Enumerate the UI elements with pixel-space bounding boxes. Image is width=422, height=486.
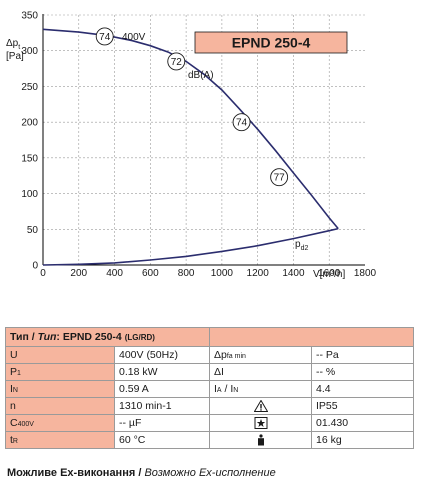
db-marker: 72 xyxy=(167,52,186,71)
header-model: EPND 250-4 xyxy=(62,331,122,343)
spec-row: tR 60 °C 16 kg xyxy=(5,431,414,449)
series-line-pd2 xyxy=(42,227,339,266)
spec-header-row: Тип / Тип: EPND 250-4 (LG/RD) xyxy=(5,327,414,347)
spec-table: Тип / Тип: EPND 250-4 (LG/RD) U 400V (50… xyxy=(5,327,414,449)
db-marker: 74 xyxy=(95,27,114,46)
spec-header-cell: Тип / Тип: EPND 250-4 (LG/RD) xyxy=(5,327,210,347)
db-marker-label: 77 xyxy=(274,173,286,184)
spec-row: U 400V (50Hz) Δpfa min -- Pa xyxy=(5,346,414,364)
db-marker: 77 xyxy=(270,168,289,187)
chart-ticks: 0 200 400 600 800 1000 1200 1400 1600 1800 0 50 100 1… xyxy=(21,11,376,280)
header-type-label: Тип / Тип: xyxy=(10,331,63,343)
value-speed: 1310 min-1 xyxy=(114,397,210,415)
db-marker-circle xyxy=(232,113,251,132)
y-tick-label: 50 xyxy=(27,225,39,236)
db-marker-circle xyxy=(95,27,114,46)
spec-row: P1 0.18 kW ΔI -- % xyxy=(5,363,414,381)
x-tick-label: 0 xyxy=(40,268,46,279)
param-n: n xyxy=(5,397,115,415)
value-wiring: 01.430 xyxy=(311,414,414,432)
chart-annotations: 74 72 74 77 xyxy=(95,27,289,187)
param-c400v: C400V xyxy=(5,414,115,432)
value-current: 0.59 A xyxy=(114,380,210,398)
value-ip: IP55 xyxy=(311,397,414,415)
x-tick-label: 1600 xyxy=(318,268,341,279)
spec-header-empty xyxy=(209,327,414,347)
y-tick-label: 100 xyxy=(21,189,38,200)
x-tick-label: 1400 xyxy=(282,268,305,279)
x-tick-label: 1000 xyxy=(211,268,234,279)
ex-version-note: Можливе Ех-виконання / Возможно Ех-испол… xyxy=(7,467,276,479)
value-power: 0.18 kW xyxy=(114,363,210,381)
header-suffix: (LG/RD) xyxy=(124,333,155,342)
chart-title-box xyxy=(194,31,348,54)
param-di: ΔI xyxy=(209,363,312,381)
weight-icon xyxy=(209,431,312,449)
x-tick-label: 1200 xyxy=(247,268,270,279)
series-line-400v xyxy=(42,28,339,230)
star-box-icon xyxy=(209,414,312,432)
db-marker-circle xyxy=(270,168,289,187)
value-temperature: 60 °C xyxy=(114,431,210,449)
spec-row: C400V -- µF 01.430 xyxy=(5,414,414,432)
param-in: IN xyxy=(5,380,115,398)
value-capacitor: -- µF xyxy=(114,414,210,432)
chart-series xyxy=(42,28,339,266)
y-tick-label: 250 xyxy=(21,82,38,93)
spec-row: n 1310 min-1 IP55 xyxy=(5,397,414,415)
spec-row: IN 0.59 A IA / IN 4.4 xyxy=(5,380,414,398)
performance-chart: 0 200 400 600 800 1000 1200 1400 1600 1800 0 50 100 1… xyxy=(6,11,377,281)
db-marker-label: 74 xyxy=(236,118,248,129)
value-weight: 16 kg xyxy=(311,431,414,449)
db-marker-label: 72 xyxy=(171,57,183,68)
param-dp: Δpfa min xyxy=(209,346,312,364)
y-tick-label: 200 xyxy=(21,118,38,129)
param-p1: P1 xyxy=(5,363,115,381)
db-marker-circle xyxy=(167,52,186,71)
value-di: -- % xyxy=(311,363,414,381)
param-ia-in: IA / IN xyxy=(209,380,312,398)
db-marker-label: 74 xyxy=(99,32,111,43)
db-label: dB(A) xyxy=(188,70,214,81)
y-tick-label: 0 xyxy=(32,261,38,272)
y-tick-label: 300 xyxy=(21,46,38,57)
x-tick-label: 200 xyxy=(70,268,87,279)
x-tick-label: 600 xyxy=(142,268,159,279)
pd2-label: pd2 xyxy=(295,239,308,252)
warning-triangle-icon xyxy=(209,397,312,415)
x-tick-label: 1800 xyxy=(354,268,377,279)
y-axis-label: Δpt xyxy=(6,38,20,51)
param-tr: tR xyxy=(5,431,115,449)
value-voltage: 400V (50Hz) xyxy=(114,346,210,364)
y-tick-label: 150 xyxy=(21,153,38,164)
curve-label-400v: 400V xyxy=(122,32,146,43)
x-tick-label: 400 xyxy=(106,268,123,279)
chart-title: EPND 250-4 xyxy=(232,35,311,51)
value-dp: -- Pa xyxy=(311,346,414,364)
x-tick-label: 800 xyxy=(178,268,195,279)
value-ia-in: 4.4 xyxy=(311,380,414,398)
y-axis-unit: [Pa] xyxy=(6,51,24,62)
y-tick-label: 350 xyxy=(21,11,38,22)
param-u: U xyxy=(5,346,115,364)
x-axis-label: V[m³/h] xyxy=(313,269,345,280)
db-marker: 74 xyxy=(232,113,251,132)
